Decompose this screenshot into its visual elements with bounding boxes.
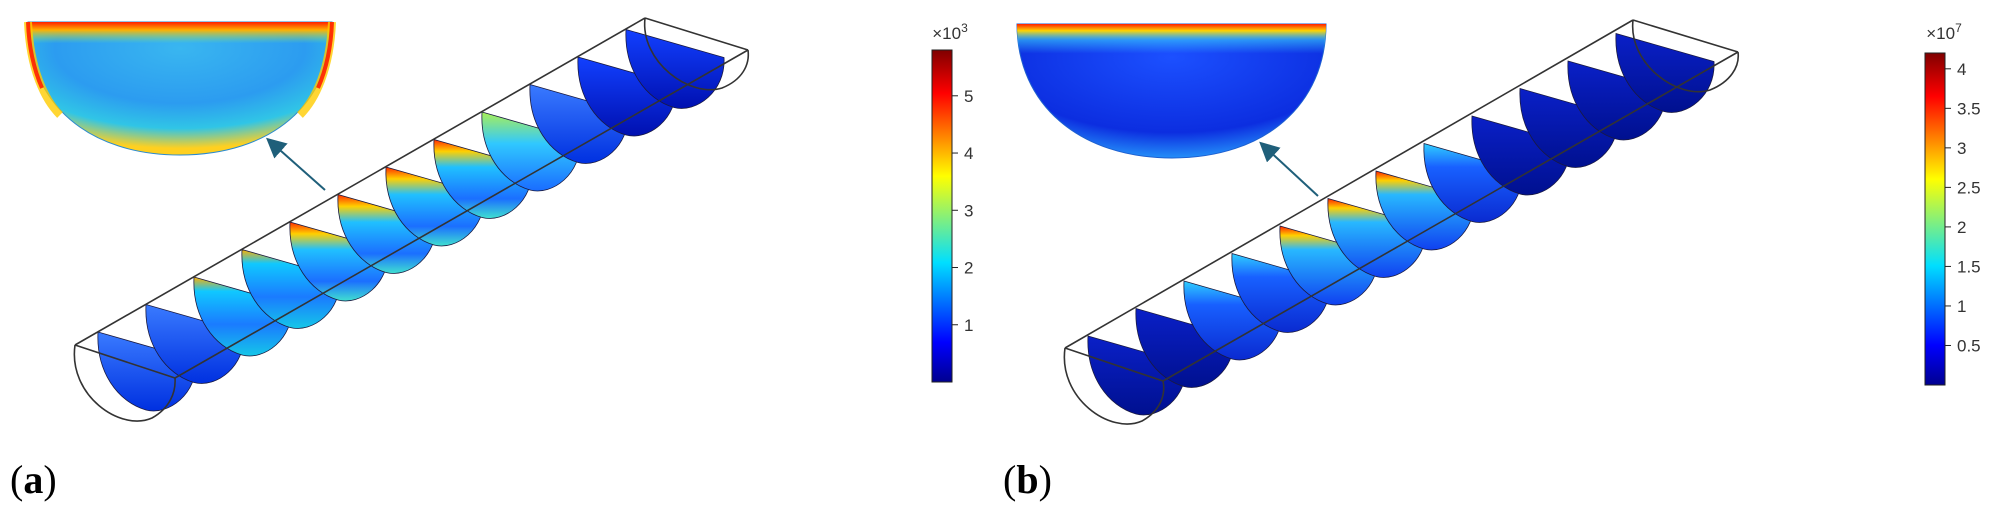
colorbar-tick-label: 4 (1957, 60, 1966, 79)
panel-b-zoom-arrow (1259, 141, 1319, 197)
colorbar-tick-label: 2 (1957, 218, 1966, 237)
panel-b-channel-outline (1063, 19, 1739, 425)
panel-b-colorbar: ×107 0.5 1 1.5 2 2.5 3 3.5 4 (1924, 21, 1981, 386)
panel-b-colorbar-ticks: 0.5 1 1.5 2 2.5 3 3.5 4 (1945, 60, 1981, 355)
panel-b-zoom-section (1016, 23, 1327, 159)
colorbar-tick-label: 2.5 (1957, 178, 1981, 197)
colorbar-tick-label: 3 (1957, 139, 1966, 158)
panel-b: ×107 0.5 1 1.5 2 2.5 3 3.5 4 (1016, 19, 1981, 425)
panel-a-zoom-section (24, 21, 336, 156)
colorbar-tick-label: 3.5 (1957, 99, 1981, 118)
panel-a-label: (a) (10, 457, 57, 502)
colorbar-tick-label: 1 (964, 316, 973, 335)
colorbar-tick-label: 2 (964, 259, 973, 278)
colorbar-tick-label: 1 (1957, 297, 1966, 316)
panel-a-channel-outline (73, 17, 750, 422)
panel-a-colorbar: ×103 1 2 3 4 5 (931, 21, 973, 383)
panel-b-colorbar-exponent: ×107 (1926, 21, 1962, 43)
panel-a-colorbar-ticks: 1 2 3 4 5 (952, 87, 973, 335)
colorbar-tick-label: 1.5 (1957, 257, 1981, 276)
panel-a: ×103 1 2 3 4 5 (24, 17, 973, 422)
panel-b-label: (b) (1003, 457, 1052, 502)
panel-b-slices (1087, 32, 1715, 416)
colorbar-tick-label: 5 (964, 87, 973, 106)
panel-a-colorbar-exponent: ×103 (932, 21, 968, 43)
panel-a-zoom-arrow (266, 137, 326, 191)
colorbar-tick-label: 4 (964, 144, 973, 163)
colorbar-tick-label: 0.5 (1957, 336, 1981, 355)
colorbar-tick-label: 3 (964, 201, 973, 220)
